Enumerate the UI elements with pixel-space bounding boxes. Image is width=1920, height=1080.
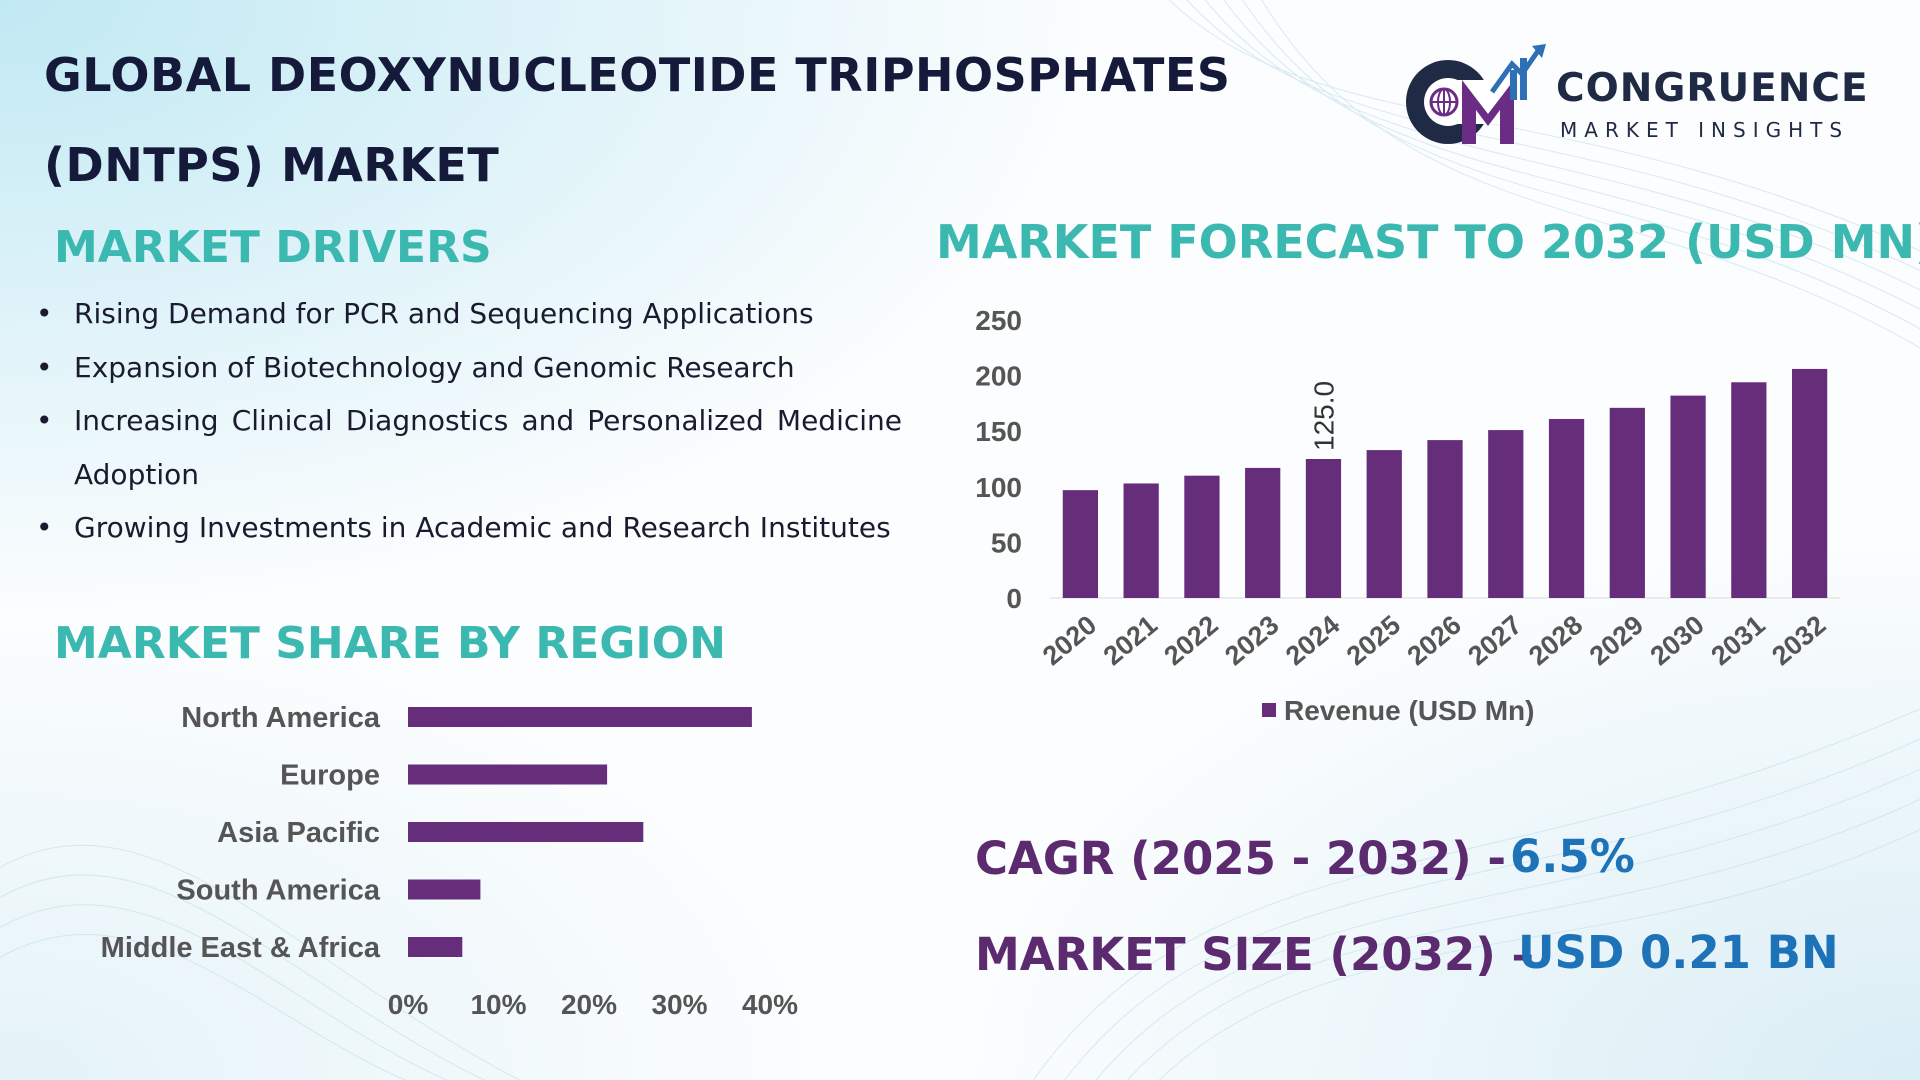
driver-item: • Increasing Clinical Diagnostics and Per… [34, 394, 902, 501]
bar-2030 [1670, 395, 1706, 598]
market-size-value: USD 0.21 BN [1518, 926, 1839, 979]
y-tick-label: 100 [975, 472, 1022, 503]
bar-2025 [1366, 450, 1402, 598]
driver-text: Growing Investments in Academic and Rese… [74, 511, 891, 544]
y-tick-label: 0 [1006, 583, 1022, 614]
region-bar [408, 937, 463, 957]
page-title-line-1: GLOBAL DEOXYNUCLEOTIDE TRIPHOSPHATES [44, 48, 1231, 102]
page-title-line-2: (DNTPS) MARKET [44, 138, 500, 192]
driver-text: Rising Demand for PCR and Sequencing App… [74, 297, 814, 330]
x-tick-label: 2023 [1219, 610, 1284, 672]
region-heading: MARKET SHARE BY REGION [54, 618, 726, 669]
brand-name: CONGRUENCE [1556, 66, 1869, 111]
bar-2031 [1731, 382, 1767, 598]
driver-item: • Expansion of Biotechnology and Genomic … [34, 341, 902, 395]
x-tick-label: 2029 [1584, 610, 1649, 672]
region-bar [408, 707, 752, 727]
region-bar [408, 764, 608, 785]
legend-label: Revenue (USD Mn) [1284, 695, 1534, 726]
bar-2029 [1609, 407, 1645, 598]
x-tick-label: 2028 [1523, 610, 1588, 672]
forecast-bar-chart: 0501001502002502020202120222023202420252… [975, 305, 1840, 726]
cagr-value: 6.5% [1510, 830, 1635, 883]
bullet-icon: • [36, 350, 53, 384]
forecast-heading: MARKET FORECAST TO 2032 (USD MN) [936, 215, 1920, 269]
x-tick-label: 2025 [1341, 610, 1406, 672]
y-tick-label: 50 [991, 527, 1022, 558]
region-bar [408, 822, 644, 842]
bullet-icon: • [36, 297, 53, 330]
y-tick-label: 150 [975, 416, 1022, 447]
bullet-icon: • [36, 404, 53, 437]
bar-2026 [1427, 440, 1463, 598]
bar-2022 [1184, 475, 1220, 598]
bar-2023 [1245, 467, 1281, 598]
x-tick-label: 2031 [1705, 610, 1770, 672]
driver-text: Increasing Clinical Diagnostics and Pers… [74, 404, 902, 491]
bullet-icon: • [36, 511, 53, 544]
x-tick-label: 20% [561, 989, 617, 1020]
y-tick-label: 200 [975, 361, 1022, 392]
x-tick-label: 2021 [1098, 610, 1163, 672]
bar-2024 [1305, 459, 1342, 598]
x-tick-label: 2032 [1766, 610, 1831, 672]
brand-tagline: MARKET INSIGHTS [1560, 118, 1850, 142]
bar-2020 [1062, 490, 1099, 598]
x-tick-label: 2030 [1645, 610, 1710, 672]
x-tick-label: 2027 [1462, 610, 1527, 672]
category-label: Middle East & Africa [101, 932, 381, 964]
category-label: Europe [280, 760, 380, 792]
x-tick-label: 10% [470, 989, 526, 1020]
data-label: 125.0 [1308, 381, 1339, 451]
x-tick-label: 30% [651, 989, 707, 1020]
legend-swatch [1262, 703, 1276, 717]
x-tick-label: 2022 [1158, 610, 1223, 672]
x-tick-label: 2024 [1280, 610, 1345, 672]
bar-2021 [1123, 483, 1159, 598]
region-bar-chart: North America Europe Asia Pacific South Ame… [101, 702, 798, 1020]
x-tick-label: 2026 [1402, 610, 1467, 672]
x-tick-label: 0% [388, 989, 429, 1020]
category-label: South America [176, 875, 380, 907]
region-bar [408, 879, 481, 900]
y-tick-label: 250 [975, 305, 1022, 336]
driver-text: Expansion of Biotechnology and Genomic R… [74, 350, 795, 384]
bar-2027 [1488, 430, 1524, 598]
bar-2032 [1791, 368, 1828, 598]
driver-item: • Rising Demand for PCR and Sequencing Ap… [34, 287, 902, 341]
x-tick-label: 2020 [1037, 610, 1102, 672]
x-tick-label: 40% [742, 989, 798, 1020]
category-label: North America [181, 702, 381, 734]
bar-2028 [1548, 418, 1585, 598]
cagr-label: CAGR (2025 - 2032) - [975, 832, 1507, 885]
drivers-heading: MARKET DRIVERS [54, 222, 492, 273]
drivers-list: • Rising Demand for PCR and Sequencing Ap… [34, 287, 902, 555]
category-label: Asia Pacific [217, 817, 380, 849]
driver-item: • Growing Investments in Academic and Res… [34, 501, 902, 555]
market-size-label: MARKET SIZE (2032) – [975, 928, 1534, 981]
brand-logo-icon [1400, 40, 1550, 150]
